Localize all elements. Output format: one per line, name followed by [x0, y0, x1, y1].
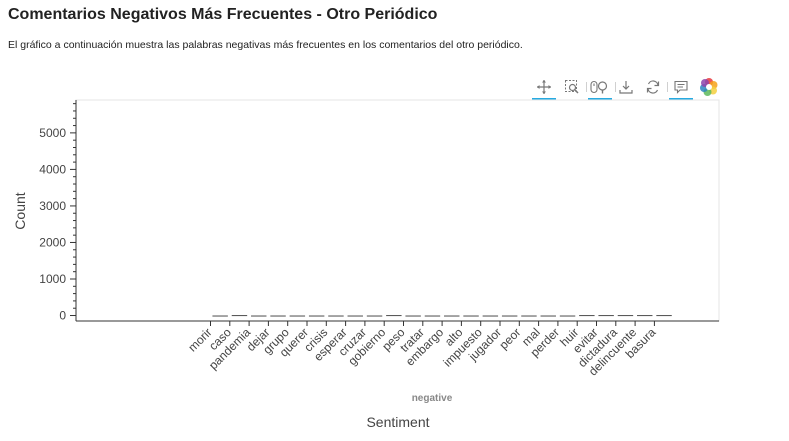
bar[interactable] [579, 315, 595, 317]
bokeh-logo[interactable] [696, 76, 722, 98]
bar[interactable] [270, 315, 286, 317]
toolbar-separator [667, 82, 668, 92]
pan-tool[interactable] [531, 76, 557, 100]
y-minor-ticks [73, 103, 76, 309]
bar[interactable] [482, 315, 499, 317]
bar[interactable] [289, 315, 306, 317]
save-icon [619, 81, 633, 94]
y-axis-label: Count [12, 192, 28, 229]
bar[interactable] [444, 315, 460, 317]
toolbar-separator [586, 82, 587, 92]
bar[interactable] [231, 315, 248, 317]
group-label: negative [412, 393, 453, 404]
y-tick-label: 0 [59, 309, 66, 323]
bar[interactable] [656, 315, 672, 317]
bar[interactable] [386, 315, 402, 317]
y-ticks: 0 1000 2000 3000 4000 5000 [39, 126, 76, 323]
box-zoom-tool[interactable] [559, 76, 585, 98]
bar[interactable] [424, 315, 441, 317]
bar[interactable] [308, 315, 325, 317]
reset-icon [646, 80, 660, 94]
box-zoom-icon [565, 80, 579, 94]
y-tick-label: 1000 [39, 272, 66, 286]
bar[interactable] [366, 315, 383, 317]
bar[interactable] [347, 315, 363, 317]
toolbar-separator [615, 82, 616, 92]
reset-tool[interactable] [640, 76, 666, 98]
y-tick-label: 2000 [39, 235, 66, 249]
bar[interactable] [463, 315, 479, 317]
bar[interactable] [521, 315, 537, 317]
bar[interactable] [598, 315, 614, 317]
bar[interactable] [405, 315, 421, 317]
hover-tool[interactable] [668, 76, 694, 100]
bokeh-logo-icon [700, 78, 718, 96]
wheel-zoom-tool[interactable] [587, 76, 613, 100]
bar[interactable] [501, 315, 518, 317]
page-description: El gráfico a continuación muestra las pa… [8, 39, 523, 51]
bars [212, 315, 672, 317]
plot-frame [75, 99, 720, 322]
bar[interactable] [637, 315, 653, 317]
x-axis-label: Sentiment [366, 414, 429, 430]
x-ticks: morircasopandemiadejargrupoquerercrisise… [185, 321, 659, 379]
save-tool[interactable] [613, 76, 639, 98]
bar[interactable] [540, 315, 556, 317]
wheel-zoom-icon [590, 80, 608, 94]
bar[interactable] [212, 315, 228, 317]
hover-icon [674, 80, 688, 94]
bar[interactable] [328, 315, 344, 317]
chart-toolbar [531, 76, 721, 100]
pan-icon [537, 80, 551, 94]
page-title: Comentarios Negativos Más Frecuentes - O… [8, 6, 438, 23]
y-tick-label: 3000 [39, 199, 66, 213]
bar[interactable] [559, 315, 576, 317]
y-tick-label: 5000 [39, 126, 66, 140]
y-tick-label: 4000 [39, 162, 66, 176]
bar[interactable] [251, 315, 267, 317]
bar[interactable] [617, 315, 634, 317]
